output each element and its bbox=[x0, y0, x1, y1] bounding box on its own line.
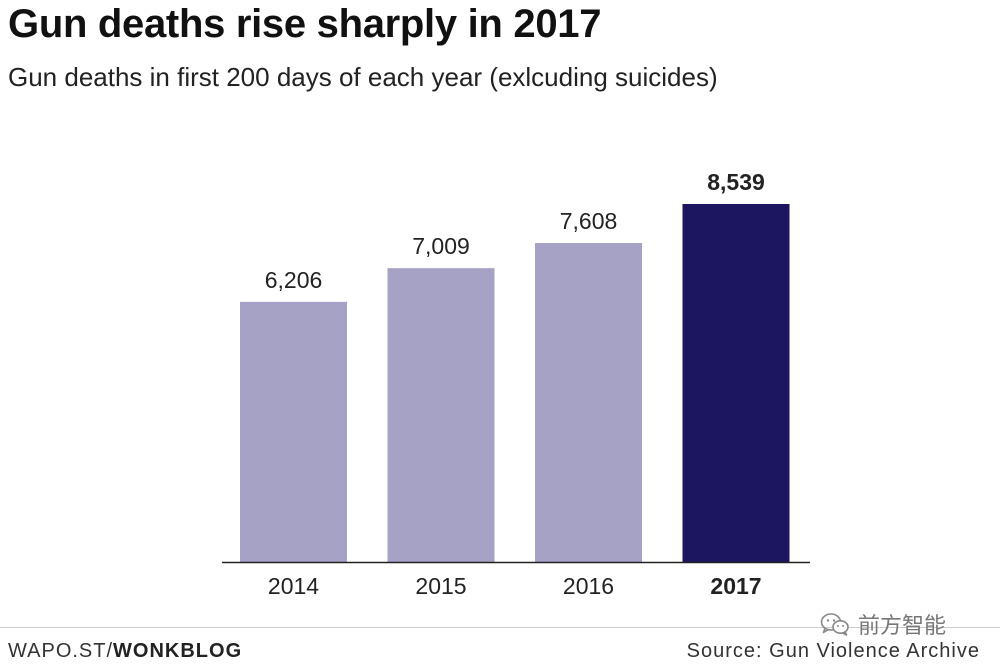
footer-credit: WAPO.ST/WONKBLOG bbox=[8, 640, 242, 663]
x-tick-label-2017: 2017 bbox=[710, 573, 761, 599]
bar-2015 bbox=[387, 268, 495, 562]
chart-title: Gun deaths rise sharply in 2017 bbox=[8, 2, 602, 46]
watermark: 前方智能 bbox=[820, 608, 946, 640]
bar-2016 bbox=[535, 243, 642, 562]
chart-subtitle: Gun deaths in first 200 days of each yea… bbox=[8, 62, 718, 92]
bar-2014 bbox=[240, 301, 347, 562]
source-note: Source: Gun Violence Archive bbox=[686, 640, 980, 662]
value-label-2016: 7,608 bbox=[560, 208, 618, 234]
x-tick-label-2015: 2015 bbox=[415, 573, 466, 599]
wechat-logo-icon bbox=[820, 613, 849, 636]
x-tick-label-2014: 2014 bbox=[268, 573, 319, 599]
footer-credit-brand: WONKBLOG bbox=[113, 640, 243, 662]
footer-credit-prefix: WAPO.ST/ bbox=[8, 640, 114, 662]
value-label-2014: 6,206 bbox=[265, 267, 323, 293]
bar-2017 bbox=[682, 204, 790, 562]
value-label-2017: 8,539 bbox=[707, 169, 765, 195]
value-label-2015: 7,009 bbox=[412, 233, 470, 259]
watermark-text: 前方智能 bbox=[858, 614, 947, 639]
x-tick-label-2016: 2016 bbox=[563, 573, 614, 599]
